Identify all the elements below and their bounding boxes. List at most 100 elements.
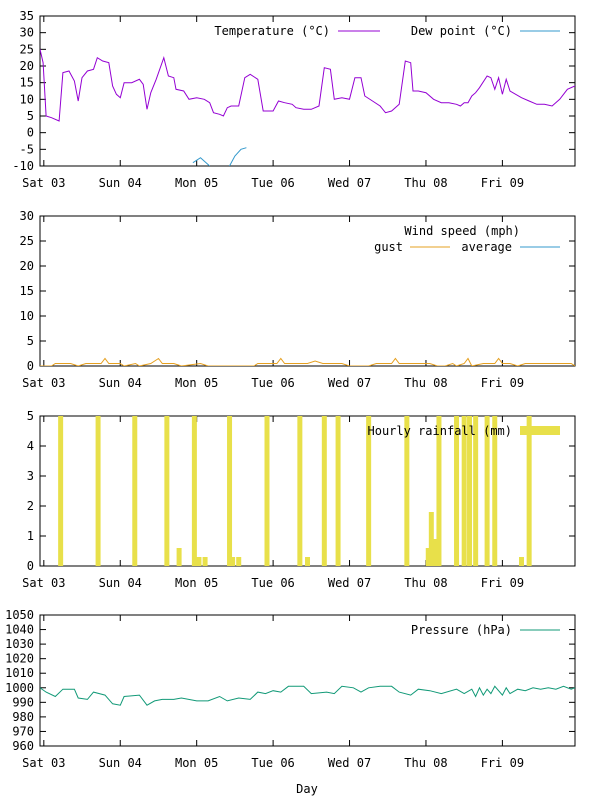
x-tick-label: Thu 08 bbox=[404, 376, 447, 390]
y-tick-label: 0 bbox=[27, 126, 34, 140]
x-tick-label: Sat 03 bbox=[22, 176, 65, 190]
x-tick-label: Fri 09 bbox=[481, 576, 524, 590]
y-tick-label: 1040 bbox=[5, 623, 34, 637]
x-tick-label: Mon 05 bbox=[175, 176, 218, 190]
x-tick-label: Sun 04 bbox=[99, 176, 142, 190]
x-tick-label: Mon 05 bbox=[175, 376, 218, 390]
rain-bar bbox=[95, 416, 101, 566]
series-line-dew bbox=[192, 157, 211, 166]
data-layer bbox=[40, 357, 575, 366]
y-tick-label: 1050 bbox=[5, 608, 34, 622]
x-tick-label: Sat 03 bbox=[22, 576, 65, 590]
rain-bar bbox=[305, 557, 310, 566]
rain-bar bbox=[132, 416, 138, 566]
data-layer bbox=[58, 416, 599, 566]
rain-bar bbox=[425, 548, 431, 566]
rain-bar bbox=[473, 416, 479, 566]
x-tick-label: Tue 06 bbox=[251, 576, 294, 590]
y-tick-label: 25 bbox=[20, 42, 34, 56]
y-tick-label: 20 bbox=[20, 59, 34, 73]
rain-bar bbox=[236, 557, 242, 566]
temperature-chart: -10 -5 0 5 10 15 20 25 30 35 Sat 03 Sun 04 Mon 05 Tue… bbox=[12, 9, 576, 190]
x-tick-label: Sat 03 bbox=[22, 756, 65, 770]
x-tick-label: Sun 04 bbox=[99, 756, 142, 770]
series-line-temperature bbox=[40, 49, 575, 122]
data-layer bbox=[40, 685, 575, 706]
series-line-pressure bbox=[40, 685, 575, 706]
rain-bar bbox=[321, 416, 327, 566]
rain-bar bbox=[594, 416, 599, 566]
y-tick-label: 5 bbox=[27, 334, 34, 348]
x-tick-label: Tue 06 bbox=[251, 376, 294, 390]
y-tick-label: 3 bbox=[27, 469, 34, 483]
y-tick-label: 1000 bbox=[5, 681, 34, 695]
y-tick-label: 4 bbox=[27, 439, 34, 453]
y-tick-label: 25 bbox=[20, 234, 34, 248]
x-tick-label: Wed 07 bbox=[328, 376, 371, 390]
x-tick-label: Wed 07 bbox=[328, 756, 371, 770]
y-tick-label: 5 bbox=[27, 409, 34, 423]
data-layer bbox=[40, 49, 575, 166]
rain-bar bbox=[428, 512, 434, 566]
legend-label-average: average bbox=[461, 240, 512, 254]
rain-bar bbox=[433, 539, 439, 566]
y-tick-label: 1010 bbox=[5, 666, 34, 680]
legend-label-gust: gust bbox=[374, 240, 403, 254]
y-tick-label: -5 bbox=[20, 142, 34, 156]
wind-legend-title: Wind speed (mph) bbox=[404, 224, 520, 238]
rain-bar bbox=[297, 416, 303, 566]
legend-swatch-rainfall bbox=[520, 426, 560, 435]
legend-label-dewpoint: Dew point (°C) bbox=[411, 24, 512, 38]
rain-bar bbox=[454, 416, 460, 566]
x-tick-label: Fri 09 bbox=[481, 176, 524, 190]
y-tick-label: 990 bbox=[12, 695, 34, 709]
rain-bar bbox=[519, 557, 524, 566]
rain-bar bbox=[227, 416, 233, 566]
y-tick-label: 10 bbox=[20, 309, 34, 323]
rain-bar bbox=[191, 416, 197, 566]
y-tick-label: 35 bbox=[20, 9, 34, 23]
rain-bar bbox=[264, 416, 270, 566]
x-tick-label: Sat 03 bbox=[22, 376, 65, 390]
rain-bar bbox=[492, 416, 498, 566]
y-tick-label: 1030 bbox=[5, 637, 34, 651]
x-tick-label: Mon 05 bbox=[175, 576, 218, 590]
x-tick-label: Sun 04 bbox=[99, 576, 142, 590]
x-tick-label: Thu 08 bbox=[404, 576, 447, 590]
rain-bar bbox=[164, 416, 170, 566]
rain-bar bbox=[58, 416, 64, 566]
y-tick-label: 980 bbox=[12, 710, 34, 724]
rain-bar bbox=[202, 557, 208, 566]
x-tick-label: Mon 05 bbox=[175, 756, 218, 770]
legend-label-temperature: Temperature (°C) bbox=[214, 24, 330, 38]
y-tick-label: 0 bbox=[27, 359, 34, 373]
plot-frame bbox=[39, 15, 576, 167]
y-tick-label: 30 bbox=[20, 26, 34, 40]
y-tick-label: 30 bbox=[20, 209, 34, 223]
rain-bar bbox=[230, 557, 236, 566]
rain-bar bbox=[404, 416, 410, 566]
y-tick-label: -10 bbox=[12, 159, 34, 173]
y-tick-label: 15 bbox=[20, 284, 34, 298]
x-tick-label: Sun 04 bbox=[99, 376, 142, 390]
legend-label-rainfall: Hourly rainfall (mm) bbox=[368, 424, 513, 438]
x-tick-label: Tue 06 bbox=[251, 176, 294, 190]
rain-bar bbox=[461, 416, 467, 566]
y-tick-label: 1020 bbox=[5, 652, 34, 666]
rain-bar bbox=[436, 416, 442, 566]
rainfall-chart: 0 1 2 3 4 5 Sat 03 Sun 04 Mon 05 Tue 06 Wed 07 Thu … bbox=[22, 409, 599, 590]
plot-frame bbox=[39, 215, 576, 367]
x-tick-label: Wed 07 bbox=[328, 176, 371, 190]
series-line-gust bbox=[40, 357, 575, 366]
series-line-dew bbox=[229, 147, 247, 166]
x-tick-label: Tue 06 bbox=[251, 756, 294, 770]
y-tick-label: 960 bbox=[12, 739, 34, 753]
y-tick-label: 5 bbox=[27, 109, 34, 123]
x-tick-label: Fri 09 bbox=[481, 756, 524, 770]
rain-bar bbox=[196, 557, 202, 566]
y-tick-label: 15 bbox=[20, 76, 34, 90]
rain-bar bbox=[484, 416, 490, 566]
y-tick-label: 970 bbox=[12, 724, 34, 738]
legend-label-pressure: Pressure (hPa) bbox=[411, 623, 512, 637]
